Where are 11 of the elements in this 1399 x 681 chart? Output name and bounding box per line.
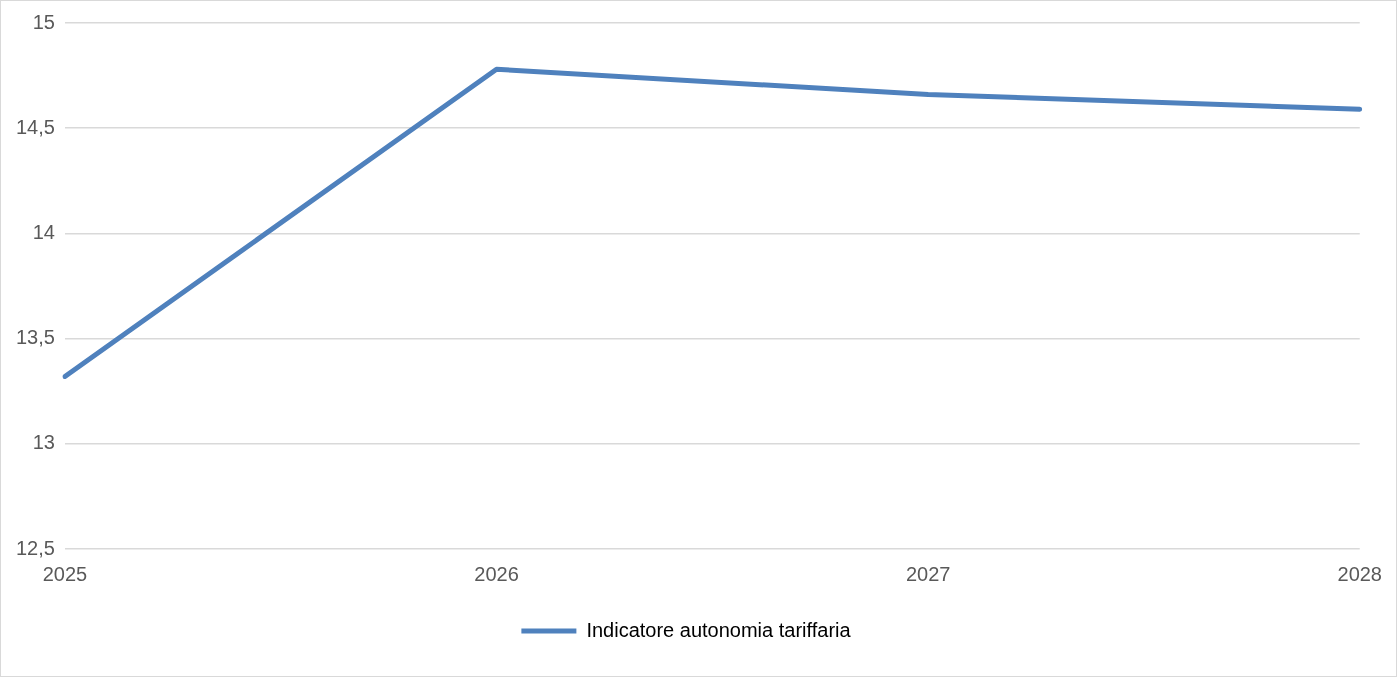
x-tick-label: 2026 <box>474 562 519 585</box>
y-tick-label: 12,5 <box>15 536 55 559</box>
x-tick-label: 2025 <box>42 562 88 585</box>
y-tick-label: 14,5 <box>15 115 55 138</box>
y-tick-label: 13 <box>32 431 55 454</box>
x-tick-label: 2028 <box>1337 562 1382 585</box>
y-tick-label: 13,5 <box>15 326 55 349</box>
y-tick-label: 15 <box>32 10 55 33</box>
y-tick-label: 14 <box>32 220 55 243</box>
x-tick-label: 2027 <box>905 562 951 585</box>
legend-label: Indicatore autonomia tariffaria <box>586 618 852 641</box>
